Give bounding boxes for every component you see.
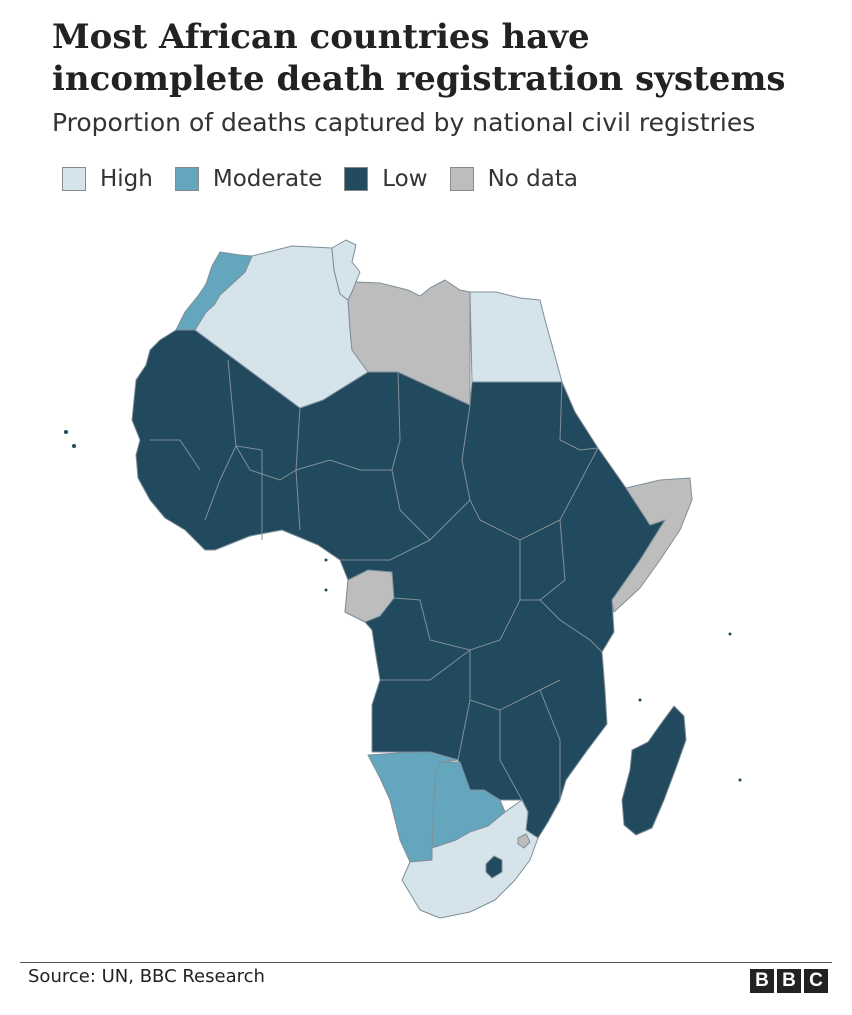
legend-item-moderate: Moderate <box>174 166 323 192</box>
island-dot <box>324 588 328 592</box>
border-line <box>204 445 237 521</box>
border-line <box>235 407 301 481</box>
legend-swatch-no-data <box>449 167 474 191</box>
island-dot <box>324 558 328 562</box>
border-line <box>295 371 401 471</box>
footer-divider <box>20 962 832 963</box>
border-line <box>479 447 599 541</box>
region-libya <box>347 279 471 406</box>
island-dot <box>728 632 732 636</box>
island-dot <box>64 430 68 434</box>
region-eswatini <box>517 833 531 849</box>
border-line <box>461 404 481 521</box>
island-dot <box>638 698 642 702</box>
legend-swatch-moderate <box>174 167 199 191</box>
legend-label-low: Low <box>382 166 428 192</box>
internal-borders <box>150 359 603 801</box>
legend-swatch-low <box>344 167 369 191</box>
border-line <box>340 539 431 561</box>
border-line <box>520 519 566 601</box>
chart-subtitle: Proportion of deaths captured by nationa… <box>52 108 756 137</box>
border-line <box>499 710 523 801</box>
border-line <box>457 699 471 761</box>
logo-block-b2: B <box>777 969 801 993</box>
border-line <box>393 540 521 651</box>
legend-label-high: High <box>100 166 153 192</box>
border-line <box>380 649 471 681</box>
legend-swatch-high <box>62 167 86 191</box>
source-note: Source: UN, BBC Research <box>28 966 265 987</box>
logo-block-b1: B <box>750 969 774 993</box>
border-line <box>559 381 599 451</box>
region-gabon <box>344 569 395 623</box>
border-line <box>391 469 471 541</box>
legend-item-low: Low <box>344 166 428 192</box>
africa-map <box>64 239 742 919</box>
border-line <box>539 599 603 653</box>
region-madagascar <box>621 705 687 836</box>
region-lesotho <box>485 855 503 879</box>
islands <box>64 430 742 782</box>
island-dot <box>72 444 76 448</box>
region-somalia <box>611 477 693 613</box>
legend-item-high: High <box>62 166 153 192</box>
border-line <box>539 689 561 800</box>
region-egypt <box>469 291 563 383</box>
island-dot <box>738 778 742 782</box>
legend-label-moderate: Moderate <box>212 166 323 192</box>
region-south-africa <box>401 799 539 919</box>
logo-block-c: C <box>804 969 828 993</box>
legend: High Moderate Low No data <box>62 166 600 192</box>
region-morocco <box>175 251 253 331</box>
border-line <box>295 469 301 531</box>
border-line <box>150 439 201 471</box>
chart-title: Most African countries have incomplete d… <box>52 17 786 99</box>
legend-label-no-data: No data <box>487 166 578 192</box>
bbc-logo: B B C <box>747 969 828 993</box>
legend-item-no-data: No data <box>449 166 578 192</box>
